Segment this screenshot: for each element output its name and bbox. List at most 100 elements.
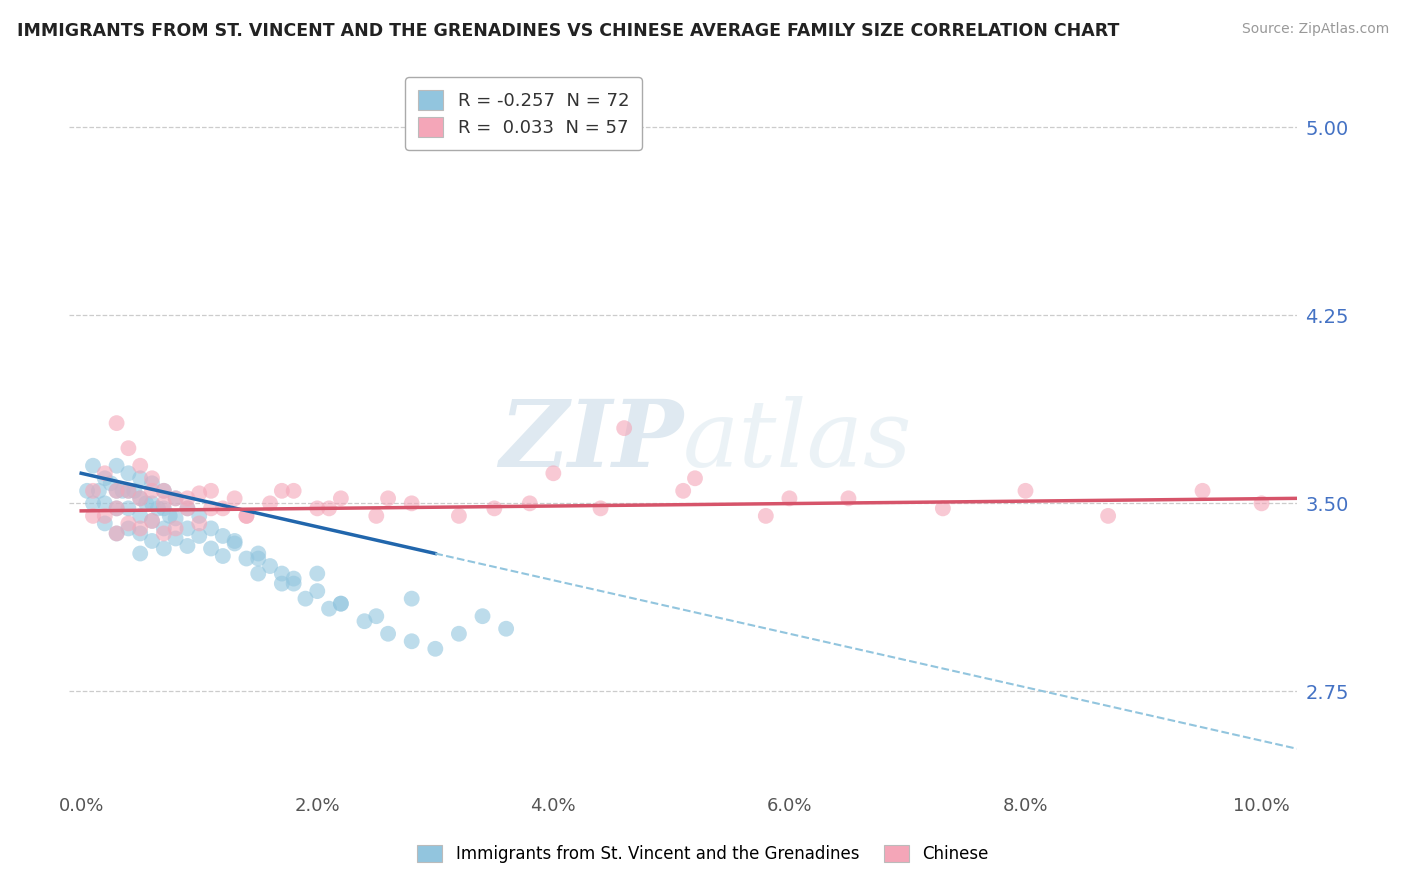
Point [129, 458, 152, 473]
Point [146, 501, 169, 516]
Point [755, 508, 778, 523]
Point [94, 496, 117, 510]
Point [270, 576, 292, 591]
Point [176, 491, 198, 506]
Point [117, 483, 139, 498]
Point [425, 641, 447, 656]
Point [188, 529, 211, 543]
Point [153, 521, 176, 535]
Point [247, 566, 270, 581]
Point [129, 491, 152, 506]
Point [259, 496, 281, 510]
Point [82, 458, 104, 473]
Point [105, 501, 128, 516]
Point [283, 572, 305, 586]
Point [153, 483, 176, 498]
Text: ZIP: ZIP [499, 396, 683, 485]
Text: atlas: atlas [683, 396, 912, 485]
Point [117, 467, 139, 481]
Point [200, 521, 222, 535]
Point [294, 591, 316, 606]
Point [165, 521, 187, 535]
Point [141, 483, 163, 498]
Point [165, 491, 187, 506]
Point [401, 591, 423, 606]
Legend: Immigrants from St. Vincent and the Grenadines, Chinese: Immigrants from St. Vincent and the Gren… [408, 835, 998, 873]
Point [366, 609, 388, 624]
Point [1191, 483, 1213, 498]
Point [447, 508, 470, 523]
Point [329, 491, 352, 506]
Point [188, 508, 211, 523]
Point [200, 501, 222, 516]
Point [200, 483, 222, 498]
Point [141, 533, 163, 548]
Point [129, 526, 152, 541]
Point [87, 483, 110, 498]
Point [247, 547, 270, 561]
Point [153, 496, 176, 510]
Text: Source: ZipAtlas.com: Source: ZipAtlas.com [1241, 22, 1389, 37]
Point [105, 526, 128, 541]
Point [176, 539, 198, 553]
Point [401, 496, 423, 510]
Point [235, 551, 257, 566]
Point [211, 501, 233, 516]
Point [111, 483, 134, 498]
Point [129, 521, 152, 535]
Point [94, 516, 117, 531]
Point [837, 491, 859, 506]
Point [484, 501, 506, 516]
Point [1250, 496, 1272, 510]
Point [176, 521, 198, 535]
Point [129, 508, 152, 523]
Point [76, 483, 98, 498]
Point [141, 514, 163, 528]
Point [519, 496, 541, 510]
Point [94, 508, 117, 523]
Point [224, 533, 246, 548]
Point [259, 559, 281, 574]
Point [329, 597, 352, 611]
Point [471, 609, 494, 624]
Point [153, 526, 176, 541]
Point [495, 622, 517, 636]
Point [188, 516, 211, 531]
Point [165, 491, 187, 506]
Point [318, 501, 340, 516]
Point [366, 508, 388, 523]
Point [589, 501, 612, 516]
Point [117, 501, 139, 516]
Point [224, 491, 246, 506]
Point [283, 483, 305, 498]
Point [932, 501, 955, 516]
Point [165, 511, 187, 525]
Point [613, 421, 636, 435]
Point [307, 566, 329, 581]
Point [94, 467, 117, 481]
Point [141, 514, 163, 528]
Point [129, 471, 152, 485]
Point [105, 501, 128, 516]
Point [153, 541, 176, 556]
Point [188, 486, 211, 500]
Point [129, 491, 152, 506]
Point [141, 476, 163, 491]
Point [117, 516, 139, 531]
Point [377, 491, 399, 506]
Point [224, 536, 246, 550]
Point [377, 626, 399, 640]
Legend: R = -0.257  N = 72, R =  0.033  N = 57: R = -0.257 N = 72, R = 0.033 N = 57 [405, 78, 643, 150]
Point [211, 549, 233, 563]
Point [159, 508, 181, 523]
Point [117, 521, 139, 535]
Point [82, 483, 104, 498]
Point [353, 614, 375, 628]
Point [543, 467, 565, 481]
Point [318, 601, 340, 615]
Point [447, 626, 470, 640]
Point [683, 471, 706, 485]
Point [153, 501, 176, 516]
Point [105, 526, 128, 541]
Point [135, 496, 157, 510]
